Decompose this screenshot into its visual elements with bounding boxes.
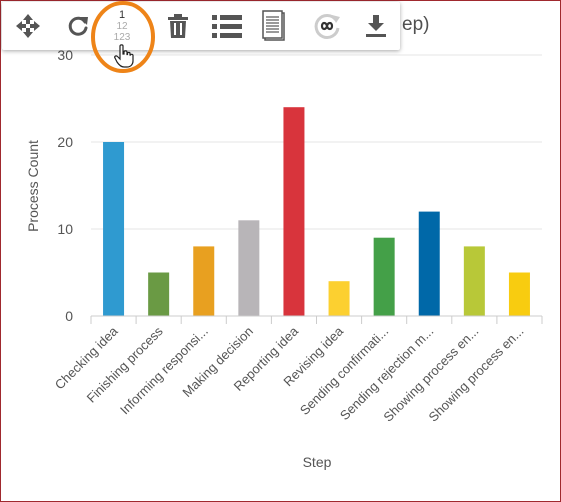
y-tick-label: 10 (57, 221, 73, 237)
y-tick-label: 0 (65, 308, 73, 324)
bar[interactable] (148, 272, 170, 317)
number-format-line-1: 1 (118, 8, 126, 21)
bar[interactable] (463, 246, 485, 316)
x-tick-label: Finishing process (84, 323, 166, 405)
trash-icon (168, 14, 188, 38)
move-button[interactable] (8, 2, 48, 50)
bar[interactable] (508, 272, 530, 317)
download-button[interactable] (356, 2, 396, 50)
list-icon (212, 15, 242, 38)
bar[interactable] (238, 220, 260, 316)
document-view-button[interactable] (254, 2, 294, 50)
number-format-line-2: 12 (116, 20, 128, 32)
y-tick-label: 20 (57, 134, 73, 150)
move-arrows-icon (16, 14, 40, 38)
bar[interactable] (373, 237, 395, 316)
refresh-button[interactable] (58, 2, 98, 50)
refresh-icon (68, 16, 88, 36)
bar[interactable] (103, 142, 125, 316)
number-format-line-3: 123 (113, 31, 131, 43)
chart-title-fragment: ep) (402, 14, 430, 35)
x-tick-label: Sending confirmati... (297, 324, 391, 418)
x-axis-title: Step (303, 454, 332, 470)
delete-button[interactable] (158, 2, 198, 50)
y-tick-label: 30 (57, 47, 73, 63)
bar[interactable] (328, 281, 350, 316)
x-tick-label: Informing responsi... (117, 324, 211, 418)
infinity-loop-icon (314, 13, 340, 39)
chart-toolbar: 1 12 123 (2, 2, 400, 50)
bar[interactable] (193, 246, 215, 316)
list-view-button[interactable] (207, 2, 247, 50)
download-icon (366, 15, 386, 37)
bar[interactable] (283, 107, 305, 316)
number-format-button[interactable]: 1 12 123 (102, 2, 142, 50)
loop-button[interactable] (307, 2, 347, 50)
bar[interactable] (418, 211, 440, 316)
document-icon (262, 10, 285, 41)
y-axis-title: Process Count (25, 140, 41, 232)
number-format-icon: 1 12 123 (113, 8, 131, 43)
